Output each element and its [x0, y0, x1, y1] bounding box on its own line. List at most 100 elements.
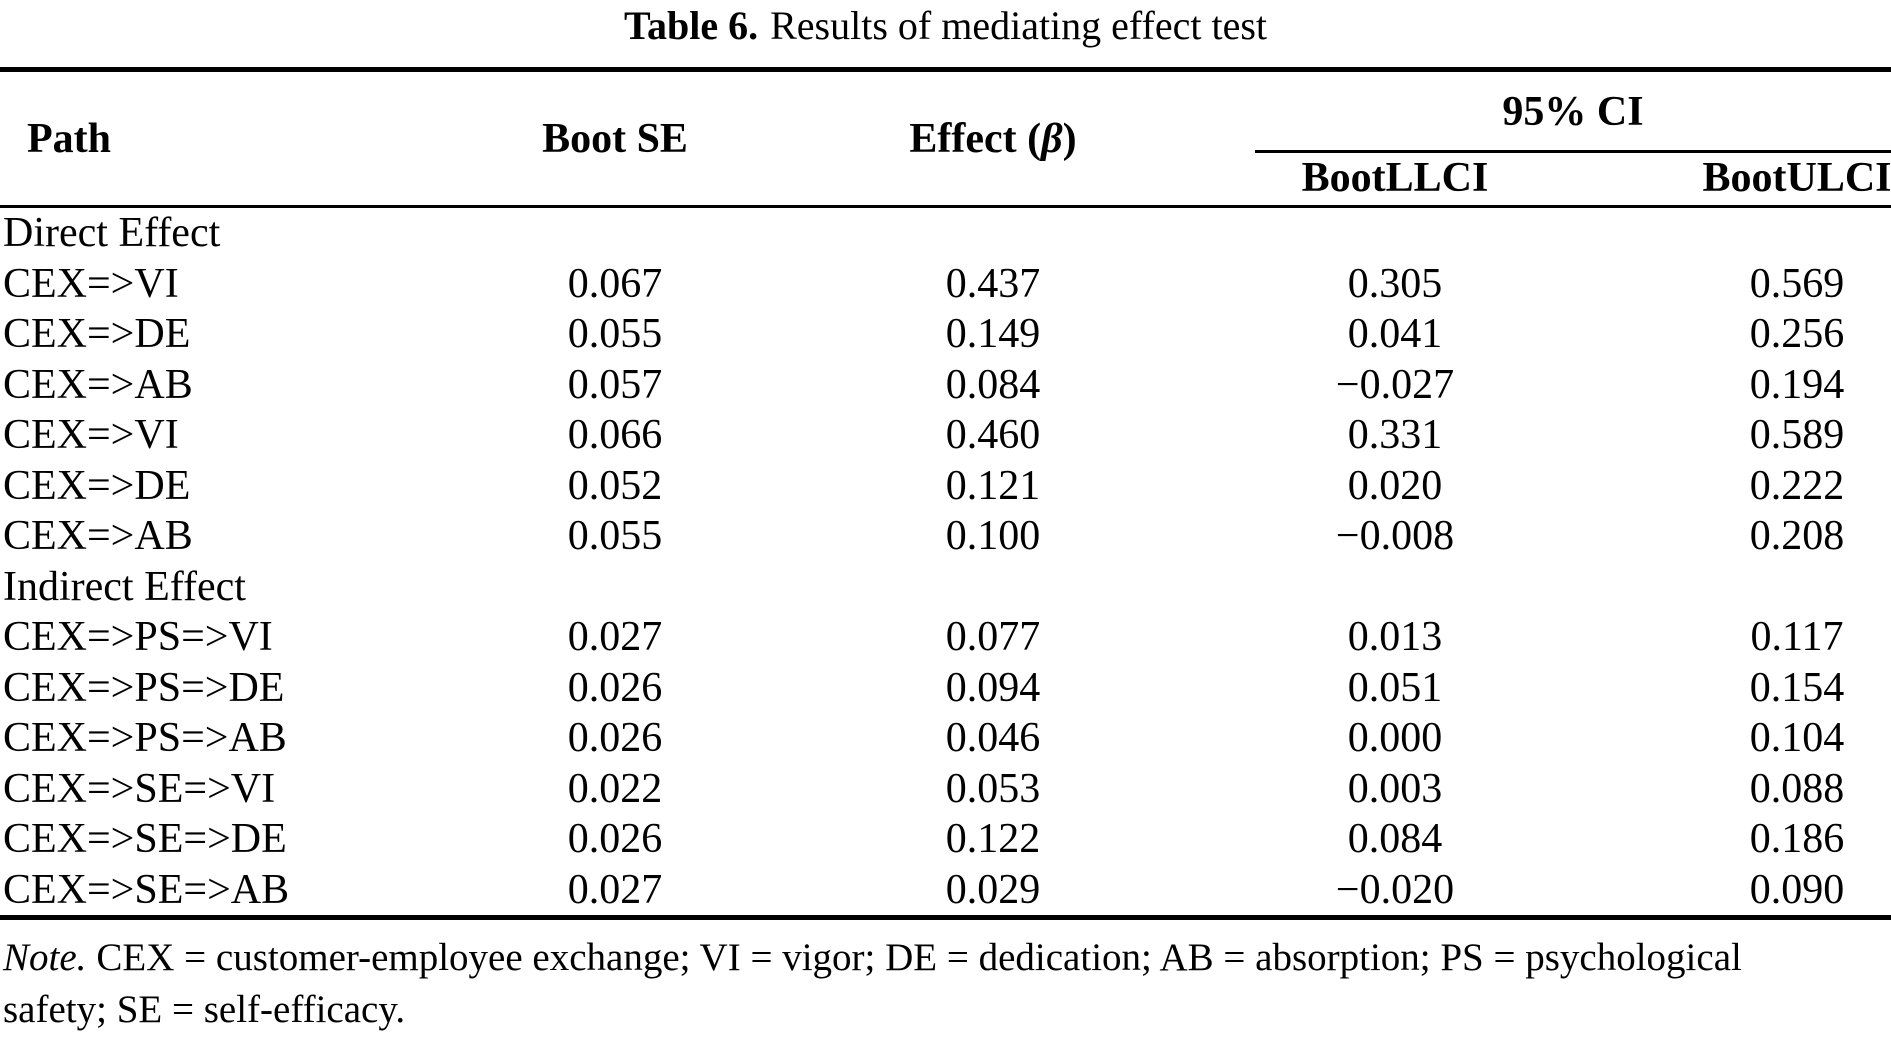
effect-cell: 0.029	[945, 866, 1041, 913]
column-header-path: Path	[27, 116, 111, 162]
path-cell: CEX=>PS=>VI	[3, 614, 273, 661]
note-line-1: Note. CEX = customer-employee exchange; V…	[3, 932, 1891, 984]
bootulci-cell: 0.088	[1749, 765, 1845, 812]
note-line-2: safety; SE = self-efficacy.	[3, 988, 406, 1031]
effect-cell	[790, 562, 1196, 613]
ci-group-header: 95% CI	[1255, 73, 1891, 153]
bootulci-cell: 0.154	[1749, 664, 1845, 711]
bootulci-cell: 0.589	[1749, 412, 1845, 459]
table-row: CEX=>AB 0.057 0.084 −0.027 0.194	[0, 360, 1891, 411]
bootllci-cell: 0.013	[1347, 614, 1443, 661]
path-cell: CEX=>PS=>AB	[3, 715, 287, 762]
table-row: CEX=>PS=>VI 0.027 0.077 0.013 0.117	[0, 612, 1891, 663]
boot-se-cell	[440, 562, 790, 613]
section-label: Direct Effect	[3, 210, 221, 257]
path-cell: CEX=>VI	[3, 260, 179, 307]
table-row: CEX=>SE=>DE 0.026 0.122 0.084 0.186	[0, 814, 1891, 865]
bootulci-cell: 0.090	[1749, 866, 1845, 913]
effect-header-prefix: Effect (	[909, 116, 1042, 162]
boot-se-cell: 0.026	[567, 715, 663, 762]
path-cell: CEX=>PS=>DE	[3, 664, 285, 711]
boot-se-cell: 0.026	[567, 664, 663, 711]
bootulci-cell: 0.117	[1750, 614, 1844, 661]
effect-cell: 0.077	[945, 614, 1041, 661]
column-header-boot-se: Boot SE	[542, 116, 688, 162]
table-caption: Table 6. Results of mediating effect test	[0, 0, 1891, 52]
section-row: Indirect Effect	[0, 562, 1891, 613]
path-cell: CEX=>AB	[3, 361, 193, 408]
boot-se-cell: 0.026	[567, 816, 663, 863]
boot-se-cell	[440, 208, 790, 259]
bootllci-cell	[1225, 208, 1565, 259]
path-cell: CEX=>SE=>VI	[3, 765, 276, 812]
table-row: CEX=>VI 0.066 0.460 0.331 0.589	[0, 410, 1891, 461]
bootulci-cell: 0.222	[1749, 462, 1845, 509]
table-note: Note. CEX = customer-employee exchange; V…	[3, 932, 1891, 1036]
table-row: CEX=>SE=>AB 0.027 0.029 −0.020 0.090	[0, 865, 1891, 916]
boot-se-cell: 0.027	[567, 614, 663, 661]
effect-cell: 0.149	[945, 311, 1041, 358]
column-header-bootulci: BootULCI	[1702, 155, 1891, 201]
top-rule	[0, 67, 1891, 72]
boot-se-cell: 0.027	[567, 866, 663, 913]
header-rule	[0, 205, 1891, 208]
bootulci-cell: 0.569	[1749, 260, 1845, 307]
table-row: CEX=>DE 0.055 0.149 0.041 0.256	[0, 309, 1891, 360]
bootulci-cell: 0.194	[1749, 361, 1845, 408]
effect-header-suffix: )	[1062, 116, 1077, 162]
effect-cell: 0.084	[945, 361, 1041, 408]
bootllci-cell	[1225, 562, 1565, 613]
bootllci-cell: −0.020	[1335, 866, 1455, 913]
table-row: CEX=>SE=>VI 0.022 0.053 0.003 0.088	[0, 764, 1891, 815]
bootllci-cell: 0.305	[1347, 260, 1443, 307]
effect-cell: 0.460	[945, 412, 1041, 459]
path-cell: CEX=>VI	[3, 412, 179, 459]
bootllci-cell: 0.084	[1347, 816, 1443, 863]
path-cell: CEX=>AB	[3, 513, 193, 560]
boot-se-cell: 0.052	[567, 462, 663, 509]
bootllci-cell: 0.020	[1347, 462, 1443, 509]
bottom-rule	[0, 915, 1891, 920]
bootllci-cell: −0.008	[1335, 513, 1455, 560]
table-row: CEX=>VI 0.067 0.437 0.305 0.569	[0, 259, 1891, 310]
path-cell: CEX=>SE=>AB	[3, 866, 290, 913]
boot-se-cell: 0.066	[567, 412, 663, 459]
bootulci-cell	[1637, 208, 1891, 259]
path-cell: CEX=>DE	[3, 311, 191, 358]
effect-cell: 0.122	[945, 816, 1041, 863]
table-row: CEX=>PS=>AB 0.026 0.046 0.000 0.104	[0, 713, 1891, 764]
effect-cell: 0.053	[945, 765, 1041, 812]
boot-se-cell: 0.022	[567, 765, 663, 812]
table-row: CEX=>PS=>DE 0.026 0.094 0.051 0.154	[0, 663, 1891, 714]
boot-se-cell: 0.055	[567, 513, 663, 560]
note-label: Note.	[3, 936, 87, 979]
bootllci-cell: 0.003	[1347, 765, 1443, 812]
bootllci-cell: 0.041	[1347, 311, 1443, 358]
table-body: Direct Effect CEX=>VI 0.067 0.437 0.305 …	[0, 208, 1891, 915]
effect-cell: 0.437	[945, 260, 1041, 307]
table-row: CEX=>DE 0.052 0.121 0.020 0.222	[0, 461, 1891, 512]
bootulci-cell: 0.104	[1749, 715, 1845, 762]
path-cell: CEX=>SE=>DE	[3, 816, 287, 863]
boot-se-cell: 0.067	[567, 260, 663, 307]
bootllci-cell: 0.051	[1347, 664, 1443, 711]
boot-se-cell: 0.055	[567, 311, 663, 358]
note-line1-text: CEX = customer-employee exchange; VI = v…	[96, 936, 1742, 979]
path-cell: CEX=>DE	[3, 462, 191, 509]
table-title-text: Results of mediating effect test	[770, 3, 1268, 48]
effect-cell: 0.100	[945, 513, 1041, 560]
bootulci-cell	[1637, 562, 1891, 613]
beta-symbol: β	[1041, 116, 1063, 162]
bootllci-cell: −0.027	[1335, 361, 1455, 408]
section-row: Direct Effect	[0, 208, 1891, 259]
bootllci-cell: 0.000	[1347, 715, 1443, 762]
effect-cell: 0.121	[945, 462, 1041, 509]
effect-cell: 0.046	[945, 715, 1041, 762]
column-header-bootllci: BootLLCI	[1301, 155, 1489, 201]
section-label: Indirect Effect	[3, 563, 246, 610]
bootulci-cell: 0.208	[1749, 513, 1845, 560]
boot-se-cell: 0.057	[567, 361, 663, 408]
bootulci-cell: 0.186	[1749, 816, 1845, 863]
effect-cell	[790, 208, 1196, 259]
